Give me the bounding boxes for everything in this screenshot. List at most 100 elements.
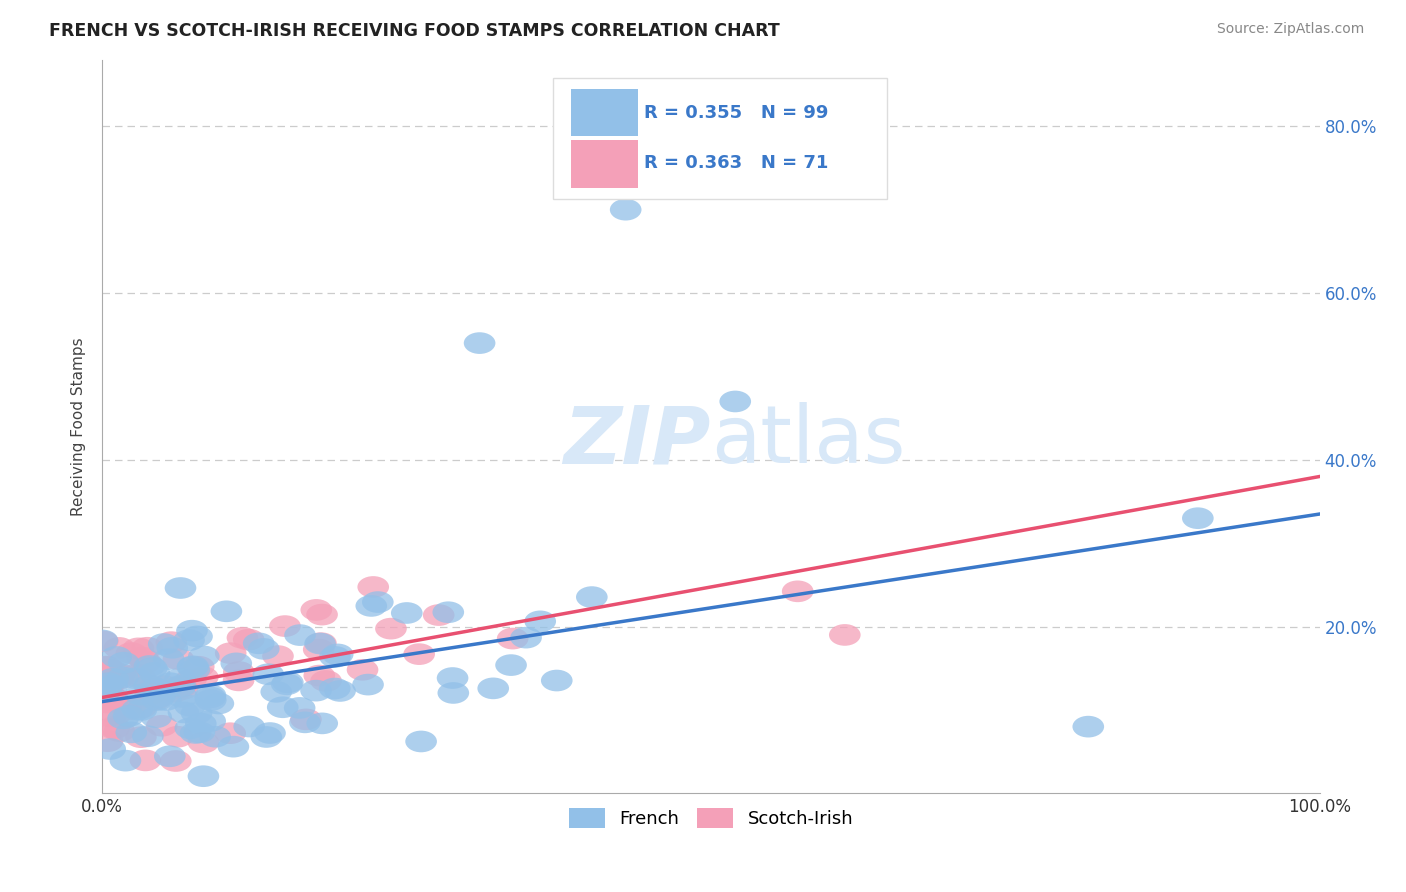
Circle shape (305, 632, 337, 654)
Circle shape (162, 726, 194, 747)
Circle shape (720, 391, 751, 412)
Circle shape (125, 697, 157, 718)
Circle shape (132, 637, 163, 658)
Circle shape (221, 653, 252, 674)
Text: atlas: atlas (711, 402, 905, 480)
Circle shape (112, 706, 145, 727)
Circle shape (183, 656, 215, 678)
Circle shape (166, 686, 198, 708)
Circle shape (104, 637, 135, 659)
Circle shape (91, 674, 122, 697)
Circle shape (576, 586, 607, 608)
Circle shape (122, 638, 155, 659)
Circle shape (146, 714, 177, 737)
Circle shape (141, 706, 172, 728)
Circle shape (142, 690, 173, 711)
Circle shape (132, 725, 163, 747)
Circle shape (103, 668, 134, 690)
Circle shape (243, 632, 274, 654)
Circle shape (87, 631, 118, 652)
Circle shape (167, 701, 200, 723)
Circle shape (218, 736, 249, 757)
Circle shape (115, 722, 148, 743)
Circle shape (290, 712, 321, 733)
Circle shape (90, 680, 122, 702)
Circle shape (423, 604, 454, 626)
Circle shape (307, 713, 337, 734)
Circle shape (91, 657, 122, 678)
Circle shape (97, 675, 128, 697)
Circle shape (114, 698, 145, 720)
Circle shape (194, 687, 226, 708)
Circle shape (195, 690, 226, 711)
Circle shape (253, 664, 284, 685)
Circle shape (433, 601, 464, 624)
Circle shape (179, 659, 209, 681)
Circle shape (136, 678, 169, 699)
Circle shape (156, 632, 187, 653)
Circle shape (141, 678, 172, 699)
Circle shape (200, 726, 231, 747)
Circle shape (226, 627, 259, 648)
Circle shape (262, 645, 294, 667)
Circle shape (150, 690, 181, 711)
Circle shape (188, 646, 219, 667)
FancyBboxPatch shape (571, 141, 638, 187)
Circle shape (177, 656, 209, 677)
Circle shape (202, 693, 235, 714)
Circle shape (233, 629, 264, 650)
Circle shape (269, 615, 301, 637)
Circle shape (165, 675, 197, 697)
Circle shape (93, 706, 124, 727)
Circle shape (187, 731, 219, 754)
Circle shape (100, 646, 132, 668)
Circle shape (391, 602, 423, 624)
Circle shape (125, 726, 156, 748)
Circle shape (437, 667, 468, 689)
Circle shape (134, 674, 166, 697)
Circle shape (159, 681, 190, 703)
Circle shape (139, 689, 172, 710)
Circle shape (165, 668, 195, 690)
Circle shape (353, 673, 384, 696)
Text: R = 0.363   N = 71: R = 0.363 N = 71 (644, 154, 828, 172)
Circle shape (156, 637, 188, 658)
Circle shape (167, 678, 198, 700)
Circle shape (347, 659, 378, 681)
Circle shape (160, 750, 191, 772)
Circle shape (98, 718, 129, 739)
Circle shape (90, 656, 122, 677)
Y-axis label: Receiving Food Stamps: Receiving Food Stamps (72, 337, 86, 516)
Circle shape (478, 678, 509, 699)
Circle shape (311, 670, 342, 692)
Circle shape (304, 632, 336, 655)
Circle shape (254, 723, 285, 744)
Circle shape (361, 591, 394, 613)
Circle shape (100, 703, 132, 724)
Circle shape (93, 673, 124, 694)
Circle shape (148, 675, 180, 697)
Circle shape (107, 707, 139, 730)
Circle shape (404, 643, 434, 665)
Circle shape (96, 686, 128, 707)
Circle shape (108, 652, 139, 673)
Circle shape (215, 723, 246, 744)
Circle shape (97, 690, 128, 711)
Circle shape (290, 708, 322, 731)
Circle shape (125, 683, 156, 706)
Circle shape (375, 618, 406, 640)
Circle shape (495, 654, 527, 676)
Circle shape (110, 750, 141, 772)
Circle shape (222, 670, 254, 691)
Circle shape (97, 688, 129, 709)
Circle shape (301, 680, 332, 701)
Circle shape (174, 695, 205, 716)
Circle shape (319, 646, 352, 668)
Circle shape (131, 651, 162, 673)
Circle shape (155, 746, 186, 767)
Circle shape (121, 698, 153, 720)
Circle shape (322, 644, 353, 665)
Circle shape (233, 715, 264, 738)
Circle shape (184, 722, 215, 743)
Circle shape (139, 662, 170, 683)
